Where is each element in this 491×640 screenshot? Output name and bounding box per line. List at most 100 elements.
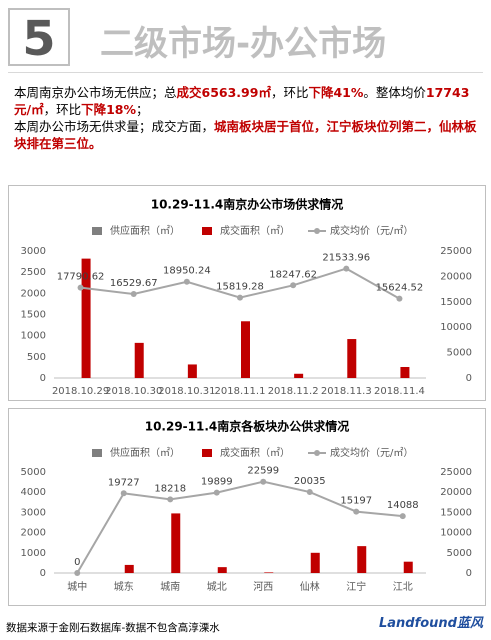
data-label: 18247.62 <box>269 269 317 280</box>
x-tick-label: 河西 <box>253 581 273 593</box>
summary: 本周南京办公市场无供应；总成交6563.99㎡，环比下降41%。整体均价1774… <box>14 84 480 152</box>
marker <box>306 489 313 496</box>
marker <box>213 489 220 496</box>
data-label: 15197 <box>340 496 372 507</box>
marker <box>353 508 360 515</box>
marker <box>74 570 81 576</box>
bar <box>241 321 250 378</box>
source-note: 数据来源于金刚石数据库-数据不包含高淳溧水 <box>6 622 220 634</box>
text: 。整体均价 <box>363 85 426 100</box>
y2-tick-label: 0 <box>466 568 472 579</box>
bar <box>347 339 357 378</box>
y-tick-label: 0 <box>40 568 46 579</box>
legend-label: 成交均价（元/㎡） <box>330 224 413 237</box>
data-label: 18218 <box>154 483 186 494</box>
data-label: 0 <box>74 557 80 568</box>
bar <box>171 513 181 573</box>
marker <box>290 282 297 289</box>
legend-label: 供应面积（㎡） <box>110 446 180 459</box>
x-tick-label: 城南 <box>160 580 180 593</box>
highlight: 成交6563.99㎡ <box>176 85 271 100</box>
y2-tick-label: 10000 <box>440 528 472 539</box>
bar <box>310 552 320 573</box>
x-tick-label: 仙林 <box>300 580 320 593</box>
x-tick-label: 城北 <box>207 581 227 593</box>
bar <box>81 258 91 378</box>
y-tick-label: 3000 <box>21 507 46 518</box>
y-tick-label: 2500 <box>21 267 46 278</box>
text: ，环比 <box>43 102 82 117</box>
marker <box>77 284 84 291</box>
x-tick-label: 2018.10.31 <box>158 386 215 397</box>
legend-label: 成交面积（㎡） <box>220 224 290 237</box>
logo: Landfound蓝风 <box>379 612 483 631</box>
section-title: 二级市场-办公市场 <box>100 24 387 64</box>
marker <box>343 265 350 272</box>
y2-tick-label: 20000 <box>440 487 472 498</box>
x-tick-label: 2018.11.4 <box>374 386 425 397</box>
y-tick-label: 0 <box>40 373 46 384</box>
y-tick-label: 2000 <box>21 288 46 299</box>
text: 本周南京办公市场无供应；总 <box>14 85 177 100</box>
y2-tick-label: 10000 <box>440 322 472 333</box>
marker <box>396 295 403 302</box>
y-tick-label: 4000 <box>21 487 46 498</box>
bar <box>124 564 134 573</box>
y-tick-label: 500 <box>27 352 46 363</box>
data-label: 15624.52 <box>376 283 424 294</box>
chart-title: 10.29-11.4南京办公市场供求情况 <box>151 197 344 212</box>
y-tick-label: 1000 <box>21 331 46 342</box>
y-tick-label: 1500 <box>21 310 46 321</box>
data-label: 16529.67 <box>110 278 158 289</box>
bar <box>187 364 197 378</box>
x-tick-label: 2018.11.2 <box>268 386 319 397</box>
x-tick-label: 2018.10.29 <box>52 386 109 397</box>
x-tick-label: 城中 <box>67 580 87 593</box>
data-label: 18950.24 <box>163 266 211 277</box>
legend-swatch <box>202 449 212 457</box>
x-tick-label: 2018.11.3 <box>321 386 372 397</box>
y-tick-label: 5000 <box>21 467 46 478</box>
text: ； <box>136 102 149 117</box>
x-tick-label: 2018.10.30 <box>105 386 162 397</box>
legend-swatch <box>314 228 320 234</box>
bar <box>217 567 227 573</box>
data-label: 21533.96 <box>322 253 370 264</box>
marker <box>260 478 267 485</box>
marker <box>237 294 243 301</box>
legend-label: 成交均价（元/㎡） <box>330 446 413 459</box>
legend-label: 成交面积（㎡） <box>220 446 290 459</box>
bar <box>264 572 274 573</box>
marker <box>130 291 137 298</box>
y2-tick-label: 15000 <box>440 297 472 308</box>
y2-tick-label: 25000 <box>440 467 472 478</box>
data-label: 14088 <box>387 500 419 511</box>
legend-swatch <box>92 449 102 457</box>
x-tick-label: 江宁 <box>346 580 366 593</box>
chart: 10.29-11.4南京办公市场供求情况 0 500 1000 1500 2000 2500… <box>8 185 486 401</box>
text: ，环比 <box>270 85 309 100</box>
y-tick-label: 3000 <box>21 246 46 257</box>
y-tick-label: 2000 <box>21 528 46 539</box>
x-tick-label: 2018.11.1 <box>215 386 266 397</box>
chart-title: 10.29-11.4南京各板块办公供求情况 <box>145 419 350 434</box>
logo-text: Landfound <box>378 616 457 631</box>
x-tick-label: 江北 <box>393 581 413 593</box>
text: 本周办公市场无供求量；成交方面， <box>14 119 215 134</box>
data-label: 19727 <box>108 477 140 488</box>
highlight: 下降18% <box>81 102 137 117</box>
bar <box>400 366 410 378</box>
y2-tick-label: 20000 <box>440 271 472 282</box>
data-label: 19899 <box>201 477 233 488</box>
highlight: 下降41% <box>308 85 364 100</box>
chart: 10.29-11.4南京各板块办公供求情况 0 1000 2000 3000 4000 50… <box>8 408 486 606</box>
bar <box>357 546 367 573</box>
y2-tick-label: 25000 <box>440 246 472 257</box>
marker <box>399 513 406 520</box>
logo-text: 蓝风 <box>456 616 483 631</box>
line <box>76 480 403 574</box>
section-number: 5 <box>8 8 70 67</box>
y2-tick-label: 0 <box>466 373 472 384</box>
bar <box>403 561 413 573</box>
